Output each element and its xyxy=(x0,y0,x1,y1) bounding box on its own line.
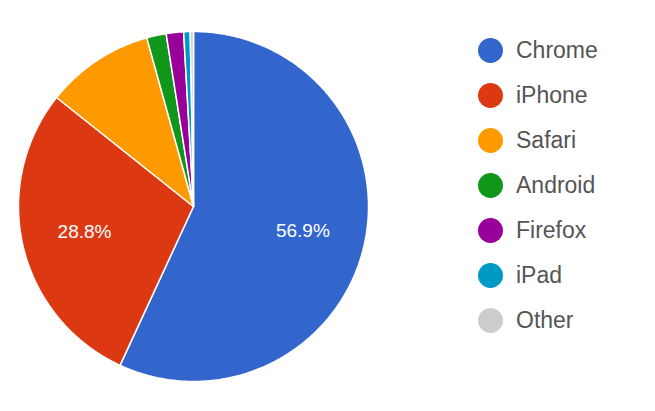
html-text:iPad: iPad xyxy=(516,262,562,288)
html-text:Chrome: Chrome xyxy=(516,37,598,63)
html-text:Safari: Safari xyxy=(516,127,577,153)
svg-text:28.8%: 28.8% xyxy=(58,221,112,242)
html-text:Firefox: Firefox xyxy=(516,217,587,243)
svg-text:56.9%: 56.9% xyxy=(276,220,330,241)
html-text:Android: Android xyxy=(516,172,596,198)
html-text:Other: Other xyxy=(516,307,574,333)
html-text:iPhone: iPhone xyxy=(516,82,588,108)
